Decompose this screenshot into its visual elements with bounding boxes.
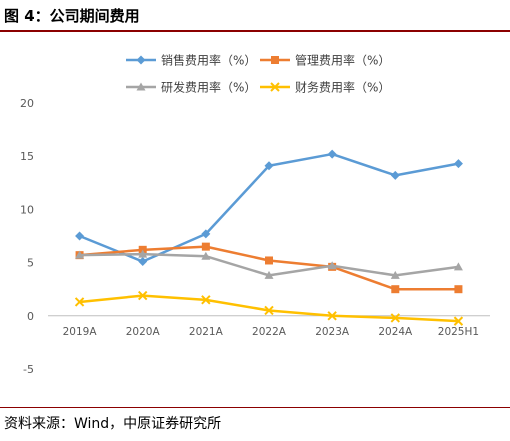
data-point [453,262,463,271]
x-tick-label: 2020A [126,326,161,338]
series-finance [74,290,464,326]
data-point [265,256,273,265]
x-tick-label: 2023A [315,326,350,338]
x-tick-label: 2021A [189,326,224,338]
legend-item-rd: 研发费用率（%） [126,80,256,95]
y-axis-ticks: 20 15 10 5 0 -5 [20,97,34,376]
y-tick-label: 0 [27,310,34,323]
series-group [74,149,464,326]
data-point [271,56,279,64]
data-point [390,270,400,279]
data-point [201,251,211,260]
x-tick-label: 2019A [63,326,98,338]
y-tick-label: 15 [20,150,34,163]
data-point [138,249,148,258]
figure-title: 图 4：公司期间费用 [4,7,140,25]
data-point [136,82,146,91]
legend-item-sales: 销售费用率（%） [126,53,256,68]
data-point [453,316,464,326]
data-point [201,229,211,239]
legend-item-finance: 财务费用率（%） [260,80,390,95]
y-tick-label: -5 [23,363,34,376]
data-point [390,170,400,180]
data-point [327,261,337,270]
title-divider [0,30,510,32]
legend: 销售费用率（%） 管理费用率（%） 研发费用率（%） 财务费用率（%） [126,53,390,95]
data-point [390,313,400,323]
data-point [74,297,85,307]
data-point [138,257,148,267]
line-chart: 销售费用率（%） 管理费用率（%） 研发费用率（%） 财务费用率（%） 20 15 10 5… [20,53,490,376]
data-point [270,82,280,92]
series-sales [75,149,463,267]
data-point [454,285,463,294]
data-point [75,231,85,241]
source-note: 资料来源：Wind，中原证券研究所 [4,416,222,432]
x-tick-label: 2025H1 [438,326,479,338]
legend-label: 管理费用率（%） [295,53,390,68]
x-tick-label: 2024A [378,326,413,338]
data-point [138,290,148,301]
footer-divider [0,407,510,408]
series-line [79,294,459,323]
data-point [201,242,210,251]
data-point [391,285,400,294]
legend-label: 研发费用率（%） [161,80,256,95]
data-point [136,55,146,65]
series-admin [75,242,463,294]
legend-label: 销售费用率（%） [161,53,256,68]
data-point [327,311,337,321]
data-point [75,250,85,259]
x-axis-ticks: 2019A 2020A 2021A 2022A 2023A 2024A 2025H1 [63,326,479,338]
data-point [264,305,274,316]
y-tick-label: 10 [20,203,34,216]
legend-label: 财务费用率（%） [295,80,390,95]
legend-item-admin: 管理费用率（%） [260,53,390,68]
series-rd [75,249,463,279]
data-point [264,161,274,171]
chart-container: 销售费用率（%） 管理费用率（%） 研发费用率（%） 财务费用率（%） 20 15 10 5… [0,32,510,404]
data-point [453,159,463,169]
data-point [327,149,337,159]
data-point [201,295,211,305]
x-tick-label: 2022A [252,326,287,338]
y-tick-label: 5 [27,257,34,270]
y-tick-label: 20 [20,97,34,110]
data-point [264,270,274,279]
